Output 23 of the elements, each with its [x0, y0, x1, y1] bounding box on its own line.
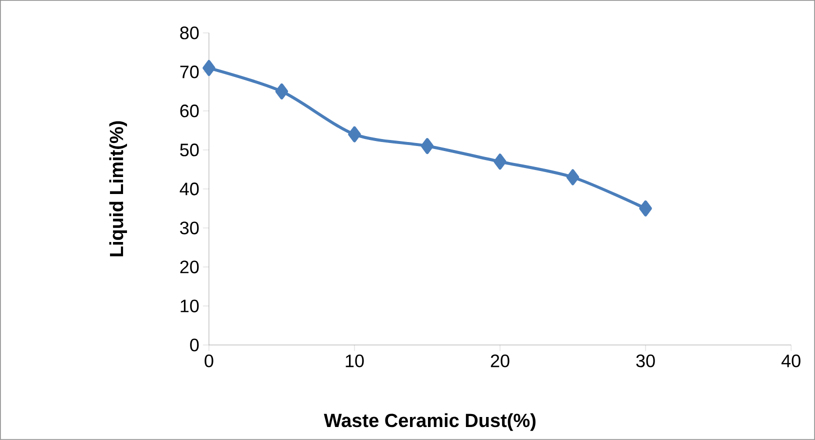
y-axis-title: Liquid Limit(%)	[109, 121, 127, 256]
x-tick-label: 40	[781, 354, 800, 368]
y-tick-label: 60	[180, 104, 199, 118]
x-tick-label: 30	[636, 354, 655, 368]
y-tick-label: 70	[180, 66, 199, 78]
point	[639, 200, 652, 216]
y-tick-label: 10	[180, 300, 199, 312]
point	[275, 83, 288, 100]
point	[494, 154, 506, 170]
x-tick-label: 0	[204, 354, 214, 368]
y-tick-label: 80	[180, 26, 199, 40]
y-tick-label: 30	[180, 222, 199, 234]
y-tick-label: 40	[180, 182, 199, 196]
x-tick-label: 10	[346, 354, 364, 368]
x-axis-title: Waste Ceramic Dust(%)	[324, 413, 536, 431]
x-tick-label: 20	[490, 354, 510, 368]
y-tick-label: 0	[190, 338, 199, 352]
y-tick-label: 20	[180, 260, 199, 274]
point	[202, 60, 216, 76]
point	[348, 126, 361, 142]
point	[420, 138, 434, 154]
point	[566, 169, 580, 186]
y-tick-label: 50	[180, 144, 199, 156]
